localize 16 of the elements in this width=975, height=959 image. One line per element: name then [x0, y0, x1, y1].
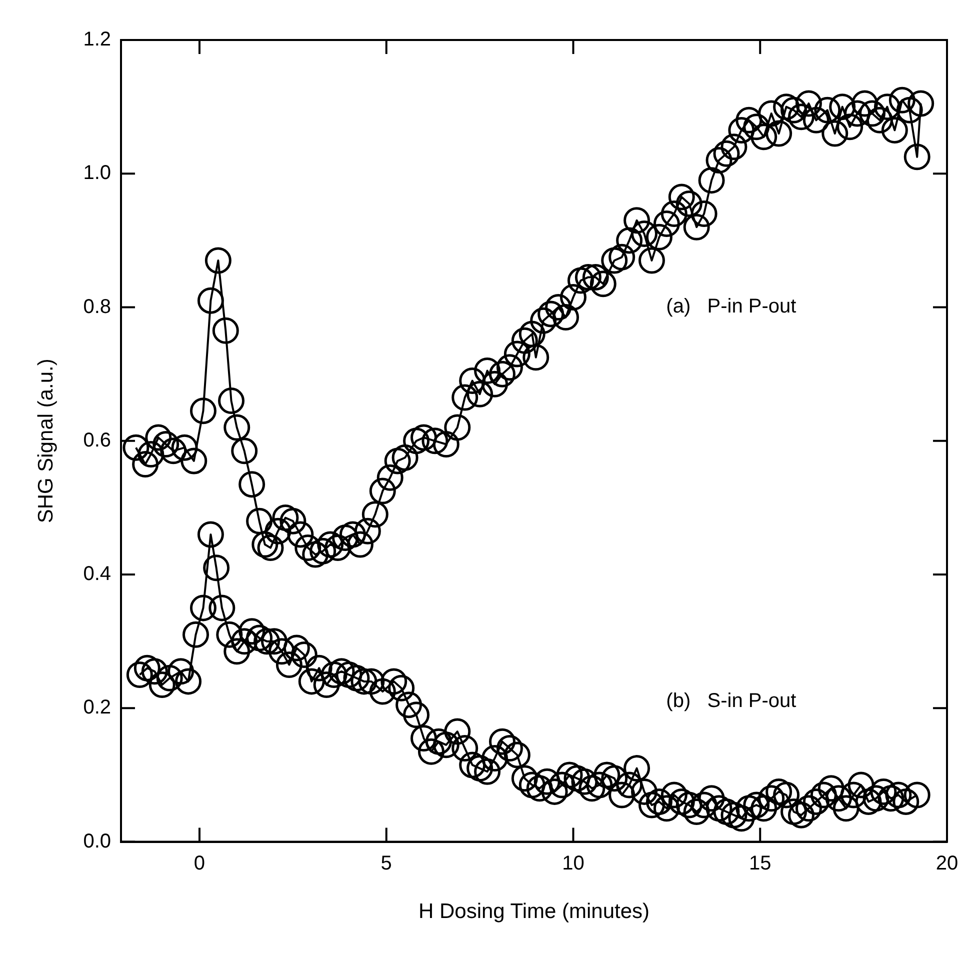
y-axis-title: SHG Signal (a.u.) [34, 358, 58, 524]
y-tick-label: 0.8 [83, 296, 112, 318]
x-tick-label: 10 [562, 852, 584, 874]
annotation: (b) S-in P-out [666, 690, 797, 712]
y-tick-label: 0.0 [83, 830, 112, 852]
x-tick-label: 20 [936, 852, 958, 874]
x-axis-title: H Dosing Time (minutes) [418, 900, 650, 924]
x-tick-label: 0 [194, 852, 206, 874]
y-tick-label: 0.6 [83, 429, 112, 452]
x-tick-label: 15 [749, 852, 772, 874]
y-tick-label: 0.4 [83, 563, 112, 586]
x-tick-label: 5 [380, 852, 392, 874]
y-tick-label: 1.0 [83, 162, 112, 184]
y-tick-label: 0.2 [83, 696, 112, 719]
annotation: (a) P-in P-out [666, 296, 797, 318]
y-tick-label: 1.2 [83, 28, 112, 51]
